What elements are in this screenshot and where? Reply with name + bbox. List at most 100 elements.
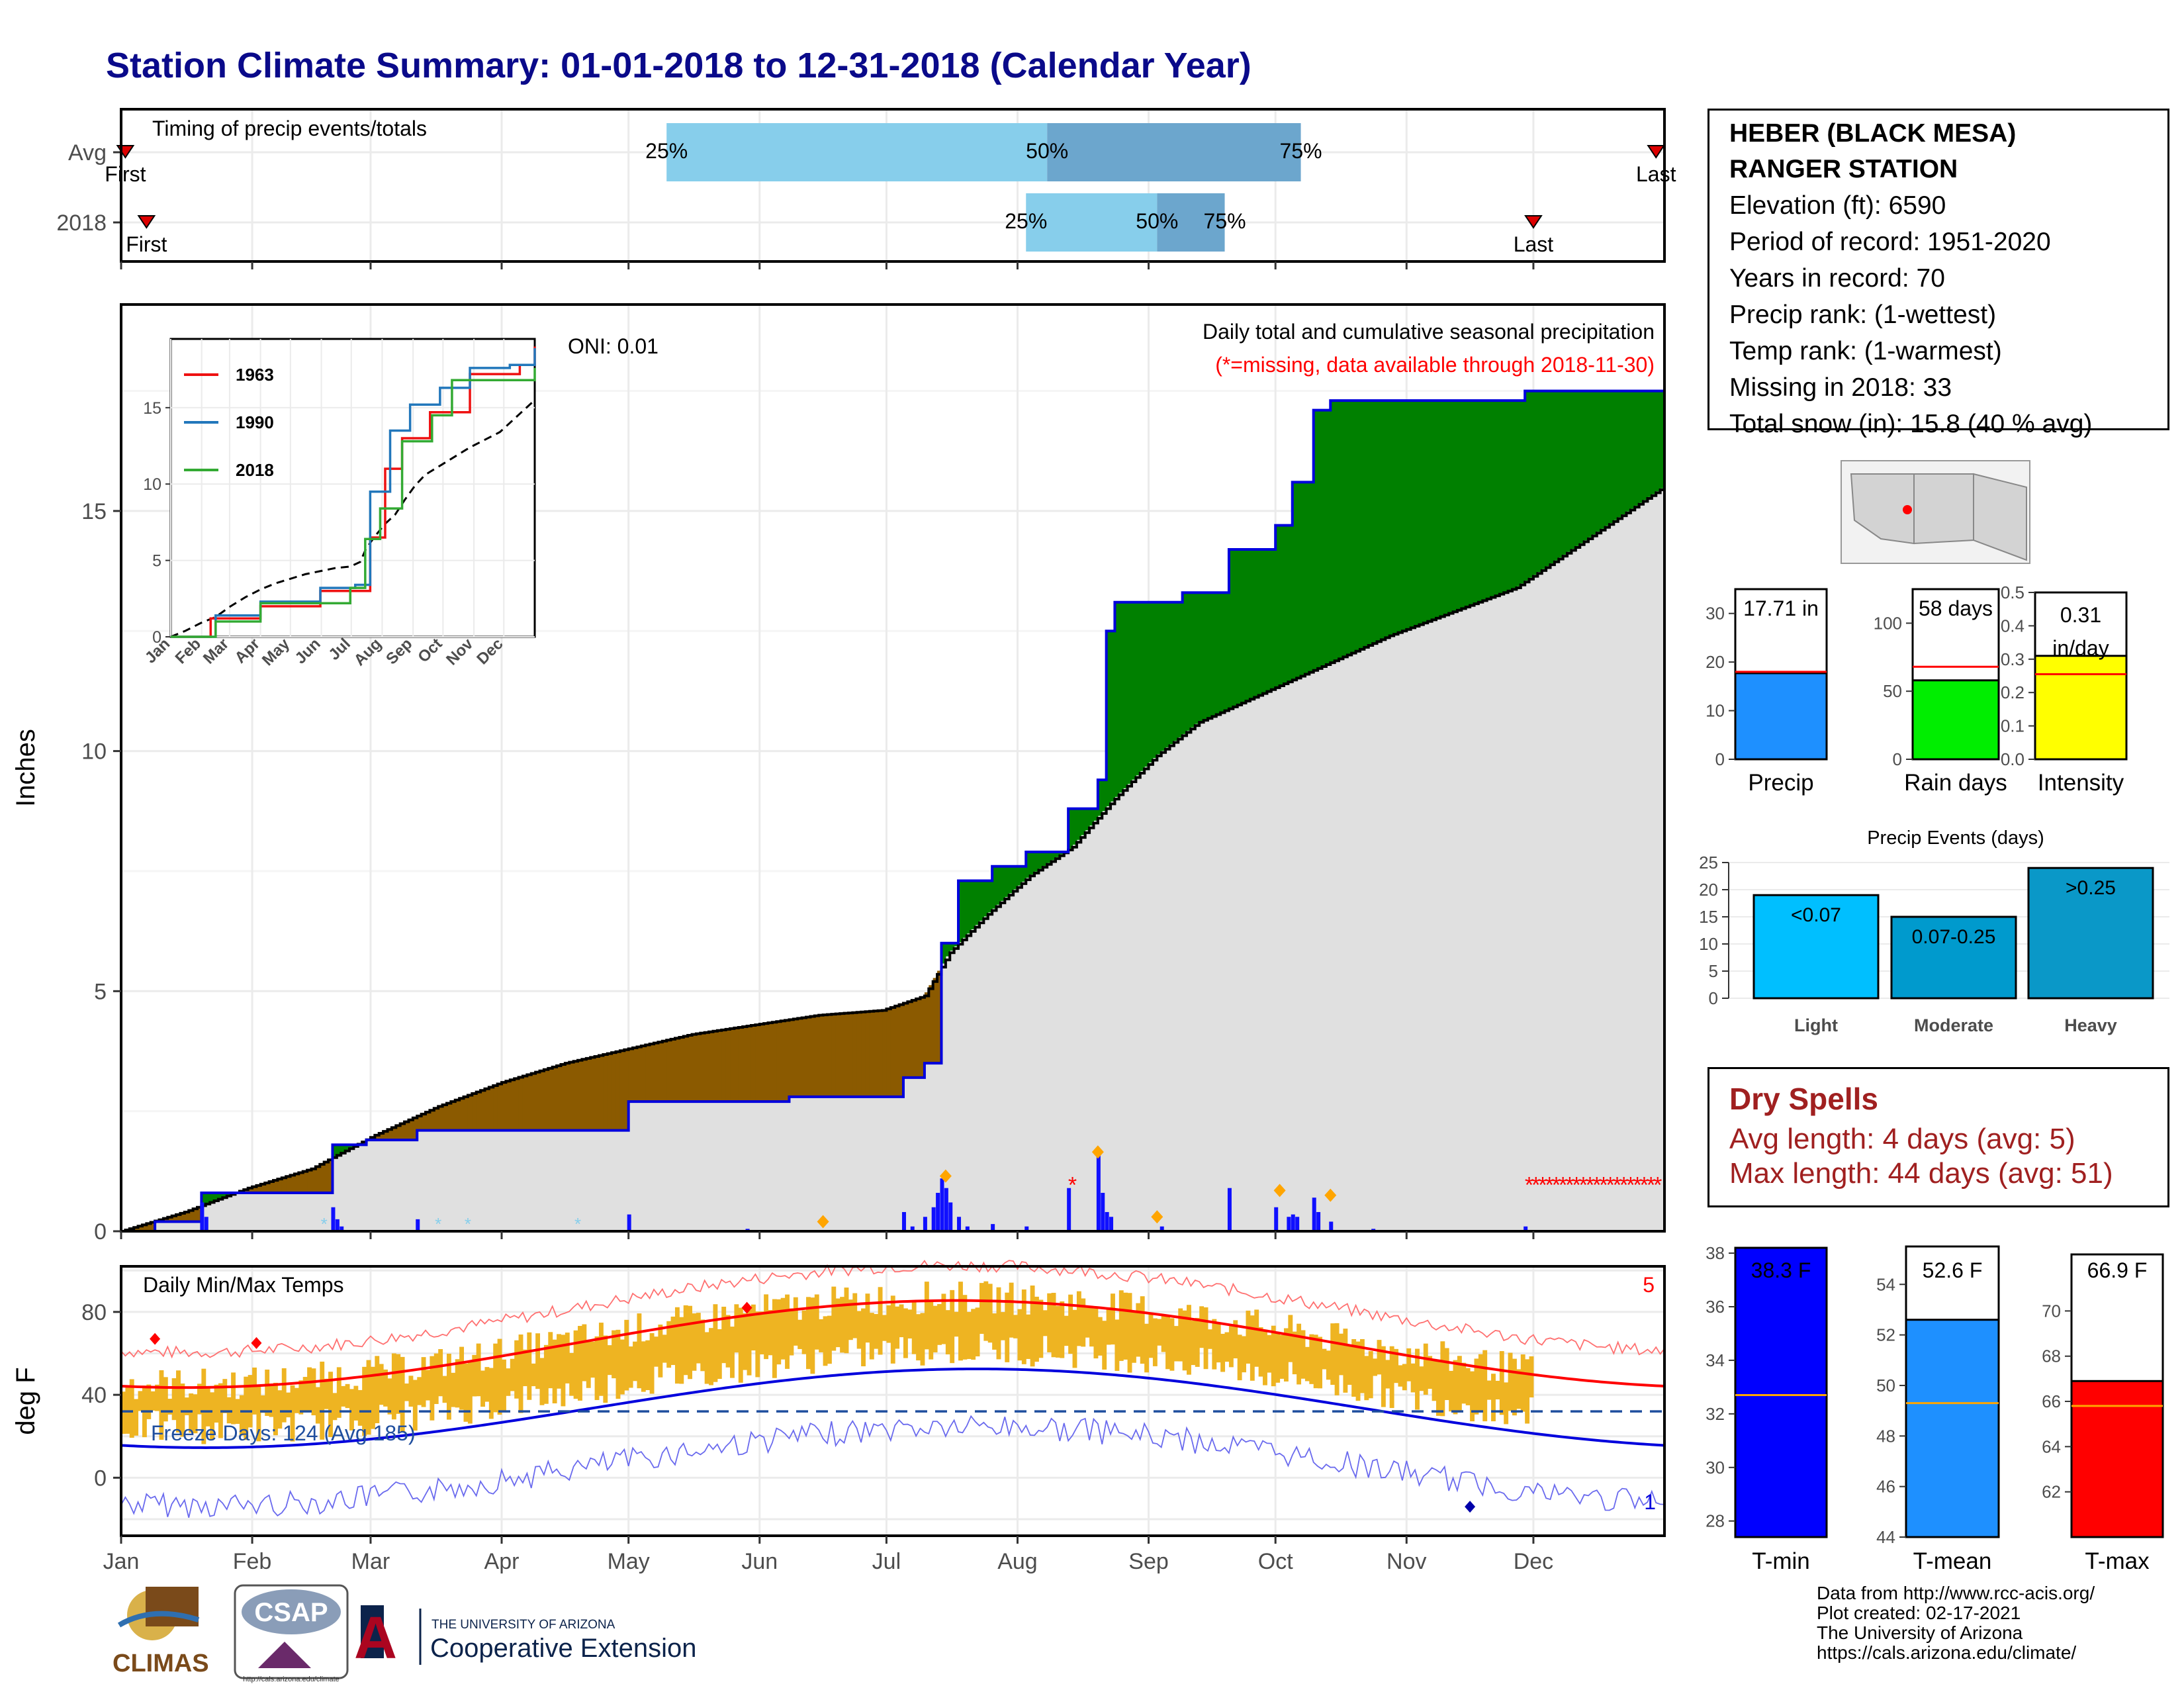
daily-temp-bar bbox=[502, 1359, 506, 1413]
daily-temp-bar bbox=[950, 1289, 955, 1364]
record-max-line bbox=[120, 1260, 1665, 1359]
below-normal-area bbox=[146, 1223, 152, 1231]
below-normal-area bbox=[666, 1039, 672, 1102]
normal-tmax-line bbox=[120, 1299, 1665, 1389]
inset-legend-label: 1990 bbox=[236, 412, 274, 432]
daily-temp-bar bbox=[1364, 1356, 1369, 1401]
daily-temp-bar bbox=[696, 1313, 701, 1364]
daily-temp-bar bbox=[1410, 1363, 1416, 1393]
missing-marker: * bbox=[1613, 1172, 1621, 1197]
ua-small-text: THE UNIVERSITY OF ARIZONA bbox=[432, 1618, 615, 1632]
above-normal-area bbox=[962, 880, 968, 938]
daily-temp-bar bbox=[692, 1313, 697, 1371]
daily-temp-bar bbox=[899, 1304, 904, 1338]
timing-quantile-label: 25% bbox=[1005, 209, 1047, 233]
below-normal-area bbox=[307, 1169, 312, 1193]
events-category-label: Light bbox=[1794, 1015, 1838, 1035]
daily-temp-bar bbox=[522, 1349, 527, 1387]
precipitation-chart: * * * **********************051015InchesDai… bbox=[11, 303, 1666, 1244]
above-normal-area bbox=[1377, 400, 1382, 641]
daily-temp-bar bbox=[814, 1294, 819, 1350]
daily-temp-bar bbox=[383, 1369, 388, 1407]
daily-temp-bar bbox=[1499, 1351, 1504, 1415]
daily-temp-bar bbox=[1453, 1360, 1458, 1415]
above-normal-area bbox=[1309, 482, 1314, 672]
summary-label: Intensity bbox=[2038, 770, 2124, 796]
inset-ytick-label: 10 bbox=[143, 475, 161, 494]
daily-temp-bar bbox=[1297, 1323, 1302, 1385]
daily-temp-bar bbox=[193, 1394, 198, 1434]
timing-bar-q25-q50 bbox=[666, 123, 1048, 181]
below-normal-area bbox=[197, 1206, 202, 1222]
below-normal-area bbox=[937, 970, 942, 1064]
daily-temp-bar bbox=[1283, 1328, 1289, 1382]
daily-temp-bar bbox=[793, 1297, 798, 1346]
daily-temp-bar bbox=[248, 1375, 253, 1428]
daily-temp-bar bbox=[1038, 1299, 1044, 1358]
daily-temp-bar bbox=[1017, 1309, 1023, 1361]
daily-temp-bar bbox=[497, 1338, 502, 1415]
below-normal-area bbox=[861, 1011, 866, 1097]
daily-temp-bar bbox=[920, 1313, 925, 1366]
above-normal-area bbox=[1068, 808, 1073, 849]
daily-temp-bar bbox=[1389, 1346, 1394, 1409]
daily-temp-bar bbox=[852, 1293, 858, 1338]
daily-temp-bar bbox=[1465, 1368, 1471, 1405]
daily-temp-bar bbox=[1486, 1380, 1492, 1400]
daily-temp-bar bbox=[1504, 1382, 1509, 1425]
daily-temp-bar bbox=[840, 1297, 845, 1353]
inset-legend-label: 1963 bbox=[236, 365, 274, 385]
below-normal-area bbox=[421, 1113, 426, 1131]
above-normal-area bbox=[1537, 391, 1543, 573]
above-normal-area bbox=[1339, 400, 1344, 658]
daily-precip-bar bbox=[991, 1224, 995, 1231]
daily-temp-bar bbox=[772, 1299, 777, 1378]
above-normal-area bbox=[1495, 400, 1500, 595]
timing-bar-q50-q75 bbox=[1047, 123, 1301, 181]
daily-temp-bar bbox=[1474, 1358, 1479, 1415]
daily-temp-bar bbox=[518, 1334, 523, 1413]
daily-temp-bar bbox=[612, 1330, 617, 1379]
above-normal-area bbox=[992, 866, 997, 909]
temp-ytick-label: 80 bbox=[81, 1300, 107, 1325]
missing-marker: * bbox=[1525, 1172, 1533, 1197]
below-normal-area bbox=[582, 1058, 587, 1131]
above-normal-area bbox=[954, 943, 959, 947]
daily-temp-bar bbox=[1085, 1307, 1090, 1338]
svg-text:A: A bbox=[354, 1605, 397, 1671]
above-normal-area bbox=[1444, 400, 1449, 614]
below-normal-area bbox=[874, 1011, 879, 1097]
temp-summary-ytick-label: 30 bbox=[1706, 1458, 1725, 1477]
above-normal-area bbox=[1394, 400, 1399, 633]
above-normal-area bbox=[1520, 400, 1525, 584]
daily-temp-bar bbox=[467, 1361, 473, 1424]
daily-temp-bar bbox=[1207, 1329, 1212, 1349]
daily-temp-bar bbox=[764, 1294, 769, 1360]
above-normal-area bbox=[1470, 400, 1475, 605]
timing-bar-q25-q50 bbox=[1026, 193, 1158, 252]
daily-temp-bar bbox=[865, 1293, 870, 1343]
above-normal-area bbox=[1326, 410, 1331, 664]
daily-temp-bar bbox=[167, 1399, 173, 1415]
inset-series-line bbox=[171, 367, 536, 638]
missing-marker: * bbox=[1559, 1172, 1567, 1197]
daily-temp-bar bbox=[688, 1305, 693, 1380]
above-normal-area bbox=[1423, 400, 1428, 622]
above-normal-area bbox=[1343, 400, 1348, 656]
month-label: Nov bbox=[1387, 1549, 1426, 1574]
above-normal-area bbox=[1304, 482, 1310, 674]
above-normal-area bbox=[1364, 400, 1369, 647]
daily-temp-bar bbox=[1152, 1318, 1158, 1366]
missing-marker: * bbox=[1586, 1172, 1594, 1197]
below-normal-area bbox=[176, 1213, 181, 1222]
daily-temp-bar bbox=[121, 1391, 126, 1434]
events-bar bbox=[1752, 894, 1880, 1000]
above-normal-area bbox=[1220, 592, 1226, 712]
below-normal-area bbox=[903, 1002, 908, 1078]
above-normal-area bbox=[1246, 549, 1251, 700]
above-normal-area bbox=[1051, 851, 1056, 861]
below-normal-area bbox=[531, 1072, 536, 1131]
credit-data-source: Data from http://www.rcc-acis.org/ bbox=[1817, 1583, 2095, 1603]
above-normal-area bbox=[1465, 400, 1471, 606]
above-normal-area bbox=[1605, 391, 1610, 526]
